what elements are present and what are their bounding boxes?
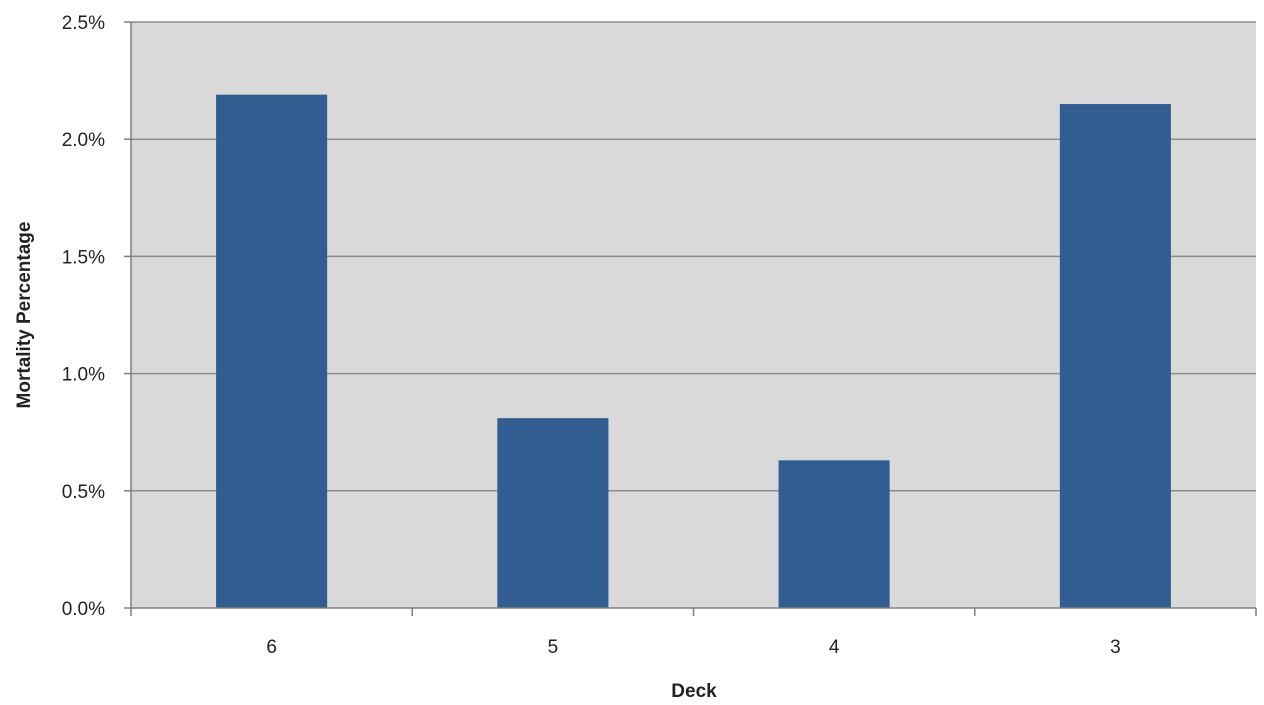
- x-axis-title: Deck: [671, 681, 717, 702]
- axes: [124, 21, 1257, 616]
- bar-deck-6: [216, 94, 328, 608]
- y-tick-label: 1.0%: [62, 365, 105, 386]
- x-tick-labels: 6 5 4 3: [266, 637, 1120, 658]
- x-tick-label: 5: [548, 637, 559, 658]
- y-tick-labels: 0.0% 0.5% 1.0% 1.5% 2.0% 2.5%: [62, 13, 105, 620]
- y-tick-label: 1.5%: [62, 247, 105, 268]
- x-tick-label: 3: [1110, 637, 1121, 658]
- x-tick-label: 6: [266, 637, 277, 658]
- bar-deck-5: [497, 418, 609, 608]
- x-tick-label: 4: [829, 637, 840, 658]
- y-tick-label: 0.5%: [62, 482, 105, 503]
- y-tick-label: 2.5%: [62, 13, 105, 34]
- bar-deck-3: [1059, 104, 1171, 608]
- bar-deck-4: [778, 460, 890, 608]
- y-axis-title: Mortality Percentage: [14, 222, 35, 409]
- y-tick-label: 2.0%: [62, 130, 105, 151]
- y-tick-label: 0.0%: [62, 599, 105, 620]
- bars: [216, 94, 1171, 608]
